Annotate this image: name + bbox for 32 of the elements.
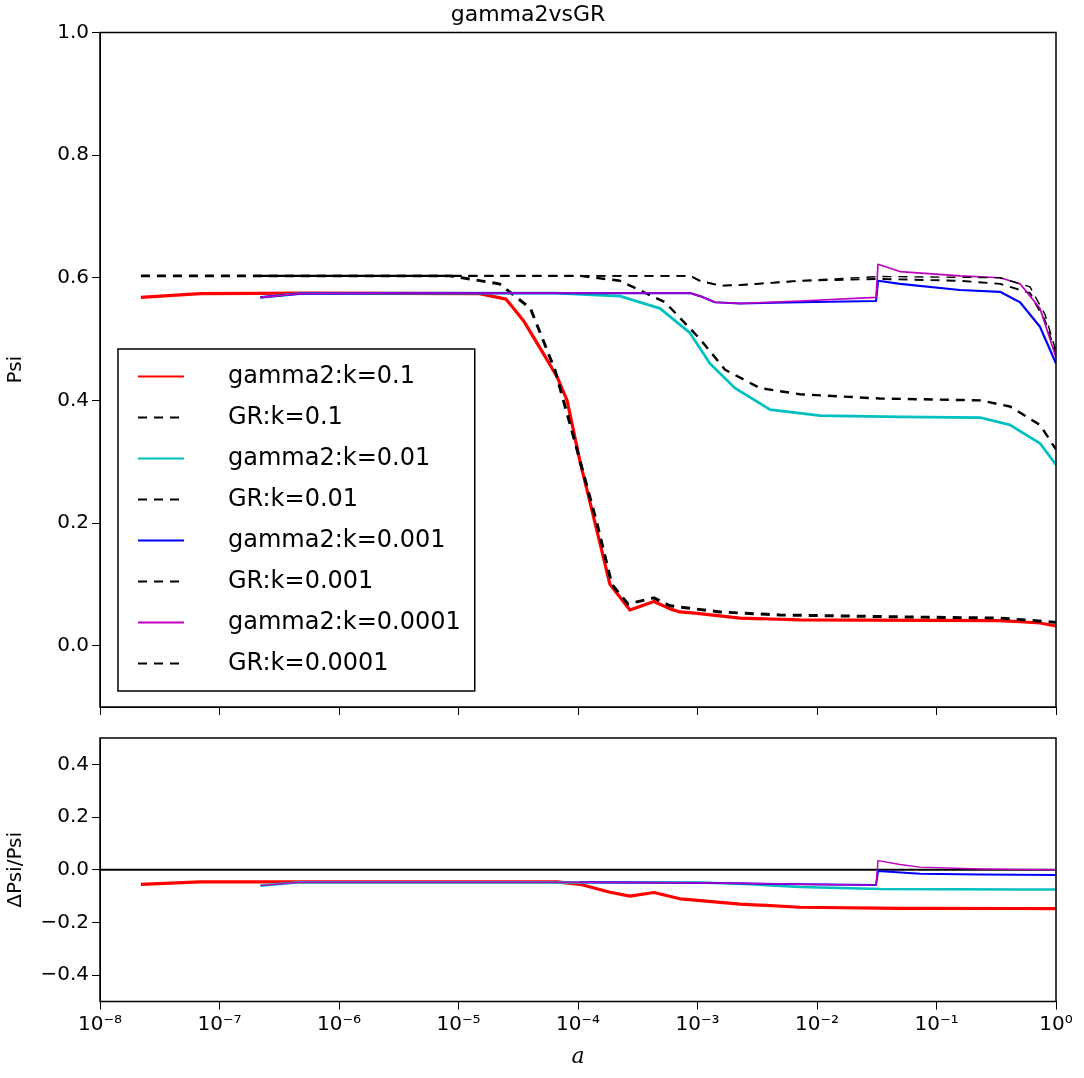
legend-label: GR:k=0.0001 xyxy=(228,647,389,676)
y-tick-label: 0.2 xyxy=(57,509,89,534)
chart-title: gamma2vsGR xyxy=(450,0,606,26)
y-tick-label: 0.0 xyxy=(57,856,89,880)
y-tick-label: −0.4 xyxy=(40,961,89,986)
y-tick-label: 0.4 xyxy=(57,386,89,411)
x-tick-label: 10⁻⁵ xyxy=(436,1010,481,1035)
legend-label: GR:k=0.1 xyxy=(228,401,343,430)
y-tick-label: 0.8 xyxy=(57,141,89,166)
legend-label: gamma2:k=0.01 xyxy=(228,442,431,471)
y-tick-label: 0.4 xyxy=(57,750,89,775)
y-tick-label: 1.0 xyxy=(57,18,89,43)
x-tick-label: 10⁻³ xyxy=(675,1010,720,1035)
y-tick-label: 0.0 xyxy=(57,631,89,656)
x-tick-label: 10⁻⁷ xyxy=(197,1010,242,1035)
legend-label: gamma2:k=0.0001 xyxy=(228,606,461,635)
legend-label: GR:k=0.001 xyxy=(228,565,374,594)
x-tick-label: 10⁻⁶ xyxy=(316,1010,362,1035)
legend-label: gamma2:k=0.001 xyxy=(228,524,446,553)
y-tick-label: 0.6 xyxy=(57,263,89,288)
x-tick-label: 10⁻² xyxy=(794,1010,840,1035)
x-axis-title: a xyxy=(571,1042,585,1068)
x-tick-label: 10⁻⁸ xyxy=(77,1010,123,1035)
y-tick-label: −0.2 xyxy=(40,908,89,933)
y-axis-title: ΔPsi/Psi xyxy=(2,831,27,908)
legend-label: gamma2:k=0.1 xyxy=(228,360,415,389)
legend-label: GR:k=0.01 xyxy=(228,483,359,512)
x-tick-label: 10⁻¹ xyxy=(914,1010,959,1035)
y-axis-title: Psi xyxy=(2,355,27,384)
y-tick-label: 0.2 xyxy=(57,803,89,828)
x-tick-label: 10⁰ xyxy=(1039,1010,1073,1035)
x-tick-label: 10⁻⁴ xyxy=(555,1010,601,1035)
